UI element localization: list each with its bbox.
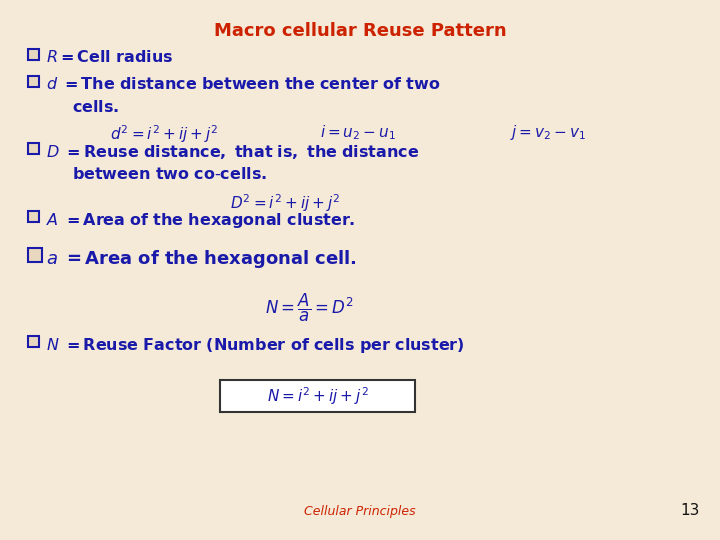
Bar bbox=[28, 336, 39, 347]
Text: $N = i^2 + ij + j^2$: $N = i^2 + ij + j^2$ bbox=[266, 385, 369, 407]
Text: $D^2 = i^2 + ij + j^2$: $D^2 = i^2 + ij + j^2$ bbox=[230, 192, 341, 214]
Text: Cellular Principles: Cellular Principles bbox=[304, 505, 416, 518]
Bar bbox=[220, 380, 415, 412]
Bar bbox=[28, 143, 39, 154]
Text: $i = u_2 - u_1$: $i = u_2 - u_1$ bbox=[320, 123, 396, 141]
Text: $\mathbf{\mathit{D}}$$\bf{\ = Reuse\ distance,\ that\ is,\ the\ distance}$: $\mathbf{\mathit{D}}$$\bf{\ = Reuse\ dis… bbox=[46, 143, 419, 161]
Bar bbox=[28, 248, 42, 262]
Text: $\bf{cells.}$: $\bf{cells.}$ bbox=[72, 99, 120, 115]
Text: Macro cellular Reuse Pattern: Macro cellular Reuse Pattern bbox=[214, 22, 506, 40]
Text: $d^2 = i^2 + ij + j^2$: $d^2 = i^2 + ij + j^2$ bbox=[110, 123, 218, 145]
Bar bbox=[28, 76, 39, 87]
Text: $j = v_2 - v_1$: $j = v_2 - v_1$ bbox=[510, 123, 586, 142]
Text: $\mathbf{\mathit{a}}$$\bf{\ = Area\ of\ the\ hexagonal\ cell.}$: $\mathbf{\mathit{a}}$$\bf{\ = Area\ of\ … bbox=[46, 248, 356, 270]
Bar bbox=[28, 211, 39, 222]
Text: $\mathbf{\mathit{N}}$$\bf{\ = Reuse\ Factor\ (Number\ of\ cells\ per\ cluster)}$: $\mathbf{\mathit{N}}$$\bf{\ = Reuse\ Fac… bbox=[46, 336, 464, 355]
Bar bbox=[28, 49, 39, 60]
Text: $N = \dfrac{A}{a} = D^2$: $N = \dfrac{A}{a} = D^2$ bbox=[265, 292, 354, 324]
Text: $\mathbf{\mathit{R}}$$\bf{ = Cell\ radius}$: $\mathbf{\mathit{R}}$$\bf{ = Cell\ radiu… bbox=[46, 49, 174, 65]
Text: $\mathbf{\mathit{A}}$$\bf{\ =Area\ of\ the\ hexagonal\ cluster.}$: $\mathbf{\mathit{A}}$$\bf{\ =Area\ of\ t… bbox=[46, 211, 356, 230]
Text: $\mathbf{\mathit{d}}$$\bf{\ = The\ distance\ between\ the\ center\ of\ two}$: $\mathbf{\mathit{d}}$$\bf{\ = The\ dista… bbox=[46, 76, 441, 92]
Text: 13: 13 bbox=[680, 503, 700, 518]
Text: $\bf{between\ two\ co\text{-}cells.}$: $\bf{between\ two\ co\text{-}cells.}$ bbox=[72, 166, 267, 182]
